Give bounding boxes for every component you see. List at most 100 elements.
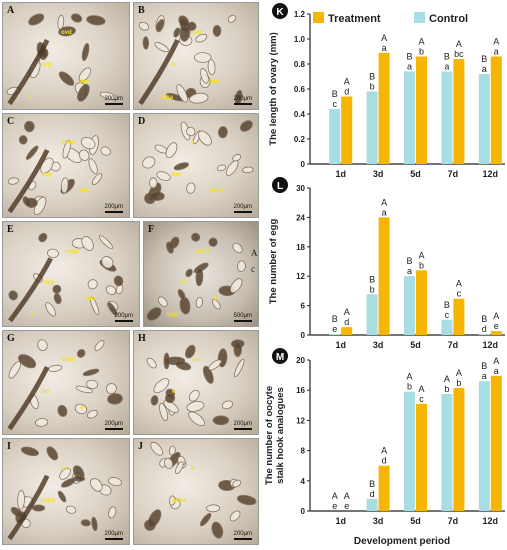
- control-bar: [478, 334, 490, 335]
- scale-bar: 200μm: [234, 531, 252, 540]
- control-bar-period-label: b: [444, 384, 449, 394]
- y-axis-title-line2: stalk hook analogues: [275, 387, 286, 484]
- x-tick-label: 12d: [483, 169, 499, 179]
- y-tick-label: 0.2: [294, 135, 306, 144]
- treatment-bar-group-label: A: [493, 356, 499, 366]
- control-bar-period-label: c: [332, 99, 337, 109]
- control-bar-period-label: a: [482, 371, 487, 381]
- x-tick-label: 1d: [335, 169, 346, 179]
- treatment-bar: [341, 96, 353, 164]
- control-bar-group-label: B: [369, 479, 375, 489]
- x-tick-label: 5d: [410, 340, 421, 350]
- control-bar-group-label: B: [481, 361, 487, 371]
- legend: Treatment Control: [313, 12, 468, 25]
- y-tick-label: 6: [301, 302, 306, 311]
- treatment-bar-period-label: a: [382, 207, 387, 217]
- treatment-bar-period-label: b: [419, 260, 424, 270]
- treatment-bar-group-label: A: [493, 311, 499, 321]
- structure-label: ovp: [41, 62, 52, 68]
- y-tick-label: 0: [301, 331, 306, 340]
- scale-bar: 200μm: [105, 96, 123, 105]
- treatment-bar-group-label: A: [381, 197, 387, 207]
- x-axis-title: Development period: [354, 536, 450, 547]
- y-tick-label: 24: [296, 213, 305, 222]
- scale-bar: 500μm: [234, 313, 252, 322]
- structure-label: mo: [80, 188, 89, 194]
- control-bar-group-label: B: [481, 314, 487, 324]
- control-bar-group-label: B: [481, 54, 487, 64]
- control-bar-group-label: B: [444, 300, 450, 310]
- y-axis-title: The number of oocyte: [264, 386, 275, 485]
- treatment-bar-period-label: c: [457, 289, 462, 299]
- structure-label: osha: [196, 249, 211, 255]
- y-tick-label: 30: [296, 184, 305, 193]
- treatment-bar: [416, 403, 427, 511]
- ovary-tissue-image: [7, 339, 123, 431]
- scale-bar: 200μm: [105, 204, 123, 213]
- structure-label: mo: [172, 172, 181, 178]
- structure-label: ovp: [44, 280, 55, 286]
- x-tick-label: 7d: [448, 340, 459, 350]
- control-bar-group-label: A: [444, 374, 450, 384]
- bar-charts: Treatment Control Development period K 0 0…: [264, 3, 505, 547]
- treatment-bar: [453, 387, 465, 511]
- treatment-bar: [416, 270, 427, 335]
- treatment-bar-period-label: a: [382, 43, 387, 53]
- ovary-tissue-image: [8, 232, 124, 323]
- control-bar-group-label: A: [332, 491, 338, 501]
- y-tick-label: 12: [296, 272, 305, 281]
- treatment-bar: [341, 327, 353, 335]
- x-tick-label: 12d: [483, 340, 499, 350]
- structure-label: mo: [86, 296, 95, 302]
- panel-badge: [272, 3, 288, 19]
- panel-badge: [272, 177, 288, 193]
- chart-area: Treatment Control Development period K 0 0…: [262, 0, 507, 550]
- control-bar-group-label: A: [406, 372, 412, 382]
- panel-letter: H: [138, 333, 146, 344]
- ovary-tissue-image: [144, 441, 257, 539]
- ovary-tissue-image: [142, 120, 254, 205]
- control-bar: [404, 276, 415, 335]
- y-tick-label: 0.6: [294, 85, 306, 94]
- scale-bar: 200μm: [115, 313, 133, 322]
- control-bar: [329, 109, 341, 164]
- ovary-tissue-image: [6, 13, 118, 106]
- treatment-bar-group-label: A: [344, 77, 350, 87]
- structure-label: osha: [61, 140, 76, 146]
- control-bar: [441, 319, 453, 335]
- panel-letter: F: [148, 224, 155, 235]
- treatment-bar-group-label: A: [418, 250, 424, 260]
- panel-letter: B: [138, 5, 145, 16]
- control-bar-period-label: b: [370, 82, 375, 92]
- panel-letter: A: [7, 5, 15, 16]
- treatment-bar-period-label: b: [419, 47, 424, 57]
- treatment-bar-period-label: bc: [454, 49, 464, 59]
- panel-badge-letter: L: [277, 181, 283, 192]
- panel-letter: I: [7, 441, 11, 452]
- control-bar-group-label: B: [406, 256, 412, 266]
- control-bar-period-label: d: [482, 324, 487, 334]
- treatment-bar: [453, 298, 465, 335]
- scale-bar: 200μm: [234, 204, 252, 213]
- structure-label: e: [172, 389, 176, 395]
- structure-label: mo: [80, 79, 89, 85]
- y-tick-label: 1.0: [294, 35, 306, 44]
- treatment-bar-period-label: a: [494, 47, 499, 57]
- ovary-tissue-image: [138, 14, 243, 106]
- scale-bar: 200μm: [234, 96, 252, 105]
- x-tick-label: 12d: [483, 516, 499, 526]
- structure-label: e: [31, 312, 35, 318]
- structure-label: mo: [191, 357, 200, 363]
- structure-label: osha: [172, 498, 187, 504]
- treatment-bar-group-label: A: [418, 37, 424, 47]
- structure-label: e: [191, 466, 195, 472]
- x-tick-label: 5d: [410, 516, 421, 526]
- ovary-tissue-image: [7, 120, 111, 215]
- panel-letter: C: [7, 116, 15, 127]
- panel-letter: E: [7, 224, 14, 235]
